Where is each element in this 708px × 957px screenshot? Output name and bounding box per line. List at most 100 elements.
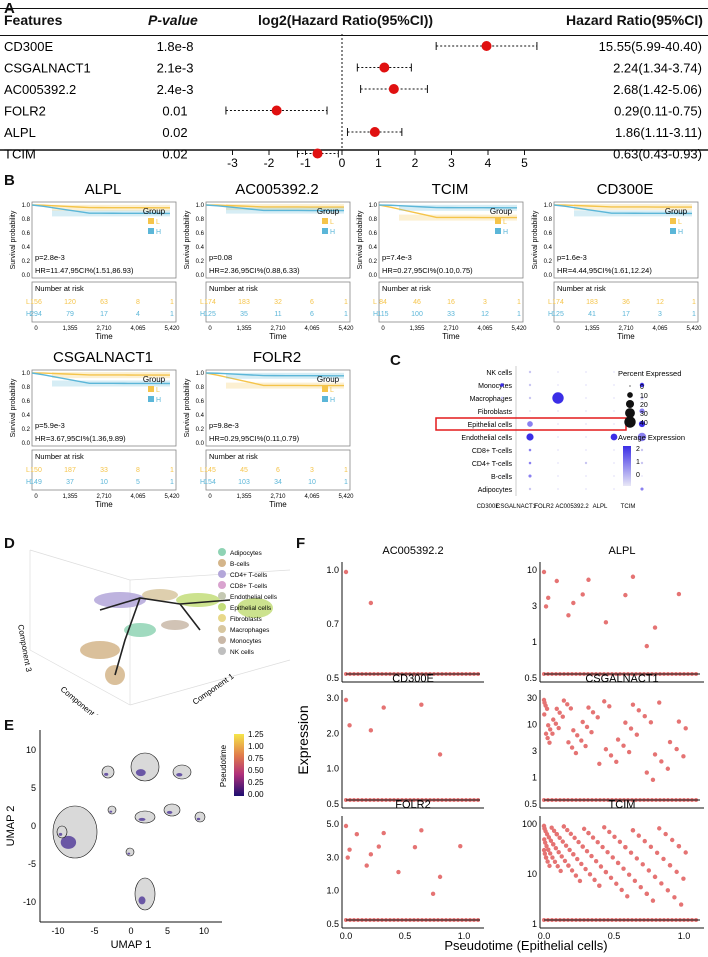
km-xtick: 0 bbox=[208, 326, 212, 332]
traj-axis1: Component 1 bbox=[191, 671, 236, 706]
scatter-point bbox=[543, 731, 549, 736]
dot-point bbox=[527, 421, 533, 427]
km-legend-h-swatch bbox=[148, 228, 154, 234]
scatter-point bbox=[544, 706, 550, 711]
scatter-point bbox=[396, 869, 401, 875]
km-curve-h-ci bbox=[52, 380, 170, 387]
umap-legend-label: 0.75 bbox=[248, 754, 264, 763]
dot-point bbox=[557, 410, 559, 412]
traj-legend-label: NK cells bbox=[230, 649, 255, 656]
km-curve-h bbox=[31, 372, 171, 385]
km-ytick: 0.0 bbox=[196, 441, 205, 447]
scatter-point bbox=[652, 874, 658, 880]
dot-point bbox=[557, 462, 559, 464]
km-risk-l-value: 145 bbox=[204, 467, 216, 474]
km-xtick: 4,065 bbox=[130, 494, 146, 500]
scatter-point bbox=[345, 855, 350, 860]
forest-pvalue: 2.1e-3 bbox=[157, 61, 194, 76]
forest-hr-text: 15.55(5.99-40.40) bbox=[599, 39, 702, 54]
scatter-point bbox=[579, 738, 584, 743]
umap-pseudotime-patch bbox=[127, 852, 131, 855]
scatter-point bbox=[567, 847, 572, 853]
dot-point bbox=[613, 475, 615, 477]
scatter-point bbox=[607, 704, 612, 709]
dot-point bbox=[585, 423, 587, 425]
scatter-point bbox=[586, 705, 591, 710]
km-pvalue: p=2.8e-3 bbox=[35, 253, 65, 262]
scatter-point bbox=[630, 574, 636, 579]
forest-pvalue: 1.8e-8 bbox=[157, 39, 194, 54]
scatter-point bbox=[437, 874, 443, 880]
scatter-point bbox=[430, 891, 436, 897]
km-ytick: 0.2 bbox=[22, 259, 31, 265]
forest-feature: AC005392.2 bbox=[4, 82, 76, 97]
traj-legend-label: Epithelial cells bbox=[230, 605, 272, 612]
scatter-point bbox=[674, 746, 679, 752]
km-plot: AC005392.2 Survival probability 1.0 0.8 0.6 0… bbox=[182, 178, 354, 348]
km-xtick: 1,355 bbox=[62, 494, 78, 500]
scatter-point bbox=[546, 835, 552, 840]
scatter-title: CSGALNACT1 bbox=[585, 673, 658, 685]
km-risk-h-label: H bbox=[200, 479, 205, 486]
dot-point bbox=[528, 487, 532, 491]
dot-row-label: B-cells bbox=[491, 474, 513, 481]
km-group-title: Group bbox=[490, 207, 513, 216]
dot-point bbox=[500, 396, 504, 400]
km-xtick: 0 bbox=[208, 494, 212, 500]
scatter-point bbox=[628, 850, 634, 855]
scatter-point bbox=[646, 868, 652, 873]
forest-hr-text: 0.63(0.43-0.93) bbox=[613, 147, 702, 162]
forest-pvalue: 0.01 bbox=[162, 104, 187, 119]
umap-pseudotime-patch bbox=[166, 810, 173, 814]
scatter-point bbox=[354, 832, 360, 837]
km-title: AC005392.2 bbox=[235, 181, 318, 198]
km-risk-h-value: 79 bbox=[66, 311, 74, 318]
dot-point bbox=[528, 474, 532, 478]
dot-point bbox=[637, 432, 647, 442]
traj-legend-swatch bbox=[218, 603, 226, 611]
scatter-point bbox=[580, 844, 585, 849]
scatter-point bbox=[419, 828, 424, 833]
dot-color-bar bbox=[623, 446, 631, 486]
km-legend-h-swatch bbox=[322, 396, 328, 402]
dot-point bbox=[501, 423, 503, 425]
scatter-ytick: 5.0 bbox=[326, 819, 339, 829]
scatter-point bbox=[569, 745, 575, 750]
scatter-ytick: 1.0 bbox=[326, 764, 339, 774]
km-risk-l-label: L bbox=[26, 467, 30, 474]
forest-pvalue: 2.4e-3 bbox=[157, 82, 194, 97]
km-legend-h: H bbox=[330, 229, 335, 236]
km-legend-h: H bbox=[678, 229, 683, 236]
umap-pseudotime-patch bbox=[58, 832, 63, 836]
traj-legend-swatch bbox=[218, 636, 226, 644]
panel-label-c: C bbox=[390, 352, 401, 369]
dot-col-label: FOLR2 bbox=[534, 504, 554, 510]
km-curve-l bbox=[553, 204, 693, 208]
traj-legend-label: Adipocytes bbox=[230, 550, 263, 557]
km-risk-h-value: 4 bbox=[136, 311, 140, 318]
forest-hr-text: 1.86(1.11-3.11) bbox=[615, 125, 702, 140]
scatter-point bbox=[458, 843, 463, 849]
km-curve-h-ci bbox=[574, 210, 692, 217]
scatter-point bbox=[638, 885, 643, 890]
scatter-ytick: 0.5 bbox=[326, 799, 339, 809]
traj-legend-swatch bbox=[218, 592, 226, 600]
dot-col-label: CD300E bbox=[477, 504, 500, 510]
traj-cluster bbox=[161, 620, 189, 630]
km-legend-l: L bbox=[330, 219, 334, 226]
umap-ytick: 10 bbox=[26, 745, 36, 755]
scatter-point bbox=[579, 861, 584, 867]
km-ytick: 0.6 bbox=[544, 231, 553, 237]
scatter-point bbox=[593, 858, 599, 864]
km-ylabel: Survival probability bbox=[532, 210, 539, 269]
scatter-point bbox=[610, 855, 615, 860]
forest-feature: CSGALNACT1 bbox=[4, 61, 91, 76]
scatter-point bbox=[565, 827, 570, 833]
km-curve-h bbox=[31, 204, 171, 215]
scatter-point bbox=[614, 881, 619, 886]
km-risk-l-value: 1 bbox=[344, 467, 348, 474]
forest-pvalue: 0.02 bbox=[162, 125, 187, 140]
scatter-point bbox=[654, 850, 660, 855]
km-risk-h-value: 41 bbox=[588, 311, 596, 318]
panel-label-e: E bbox=[4, 717, 15, 734]
